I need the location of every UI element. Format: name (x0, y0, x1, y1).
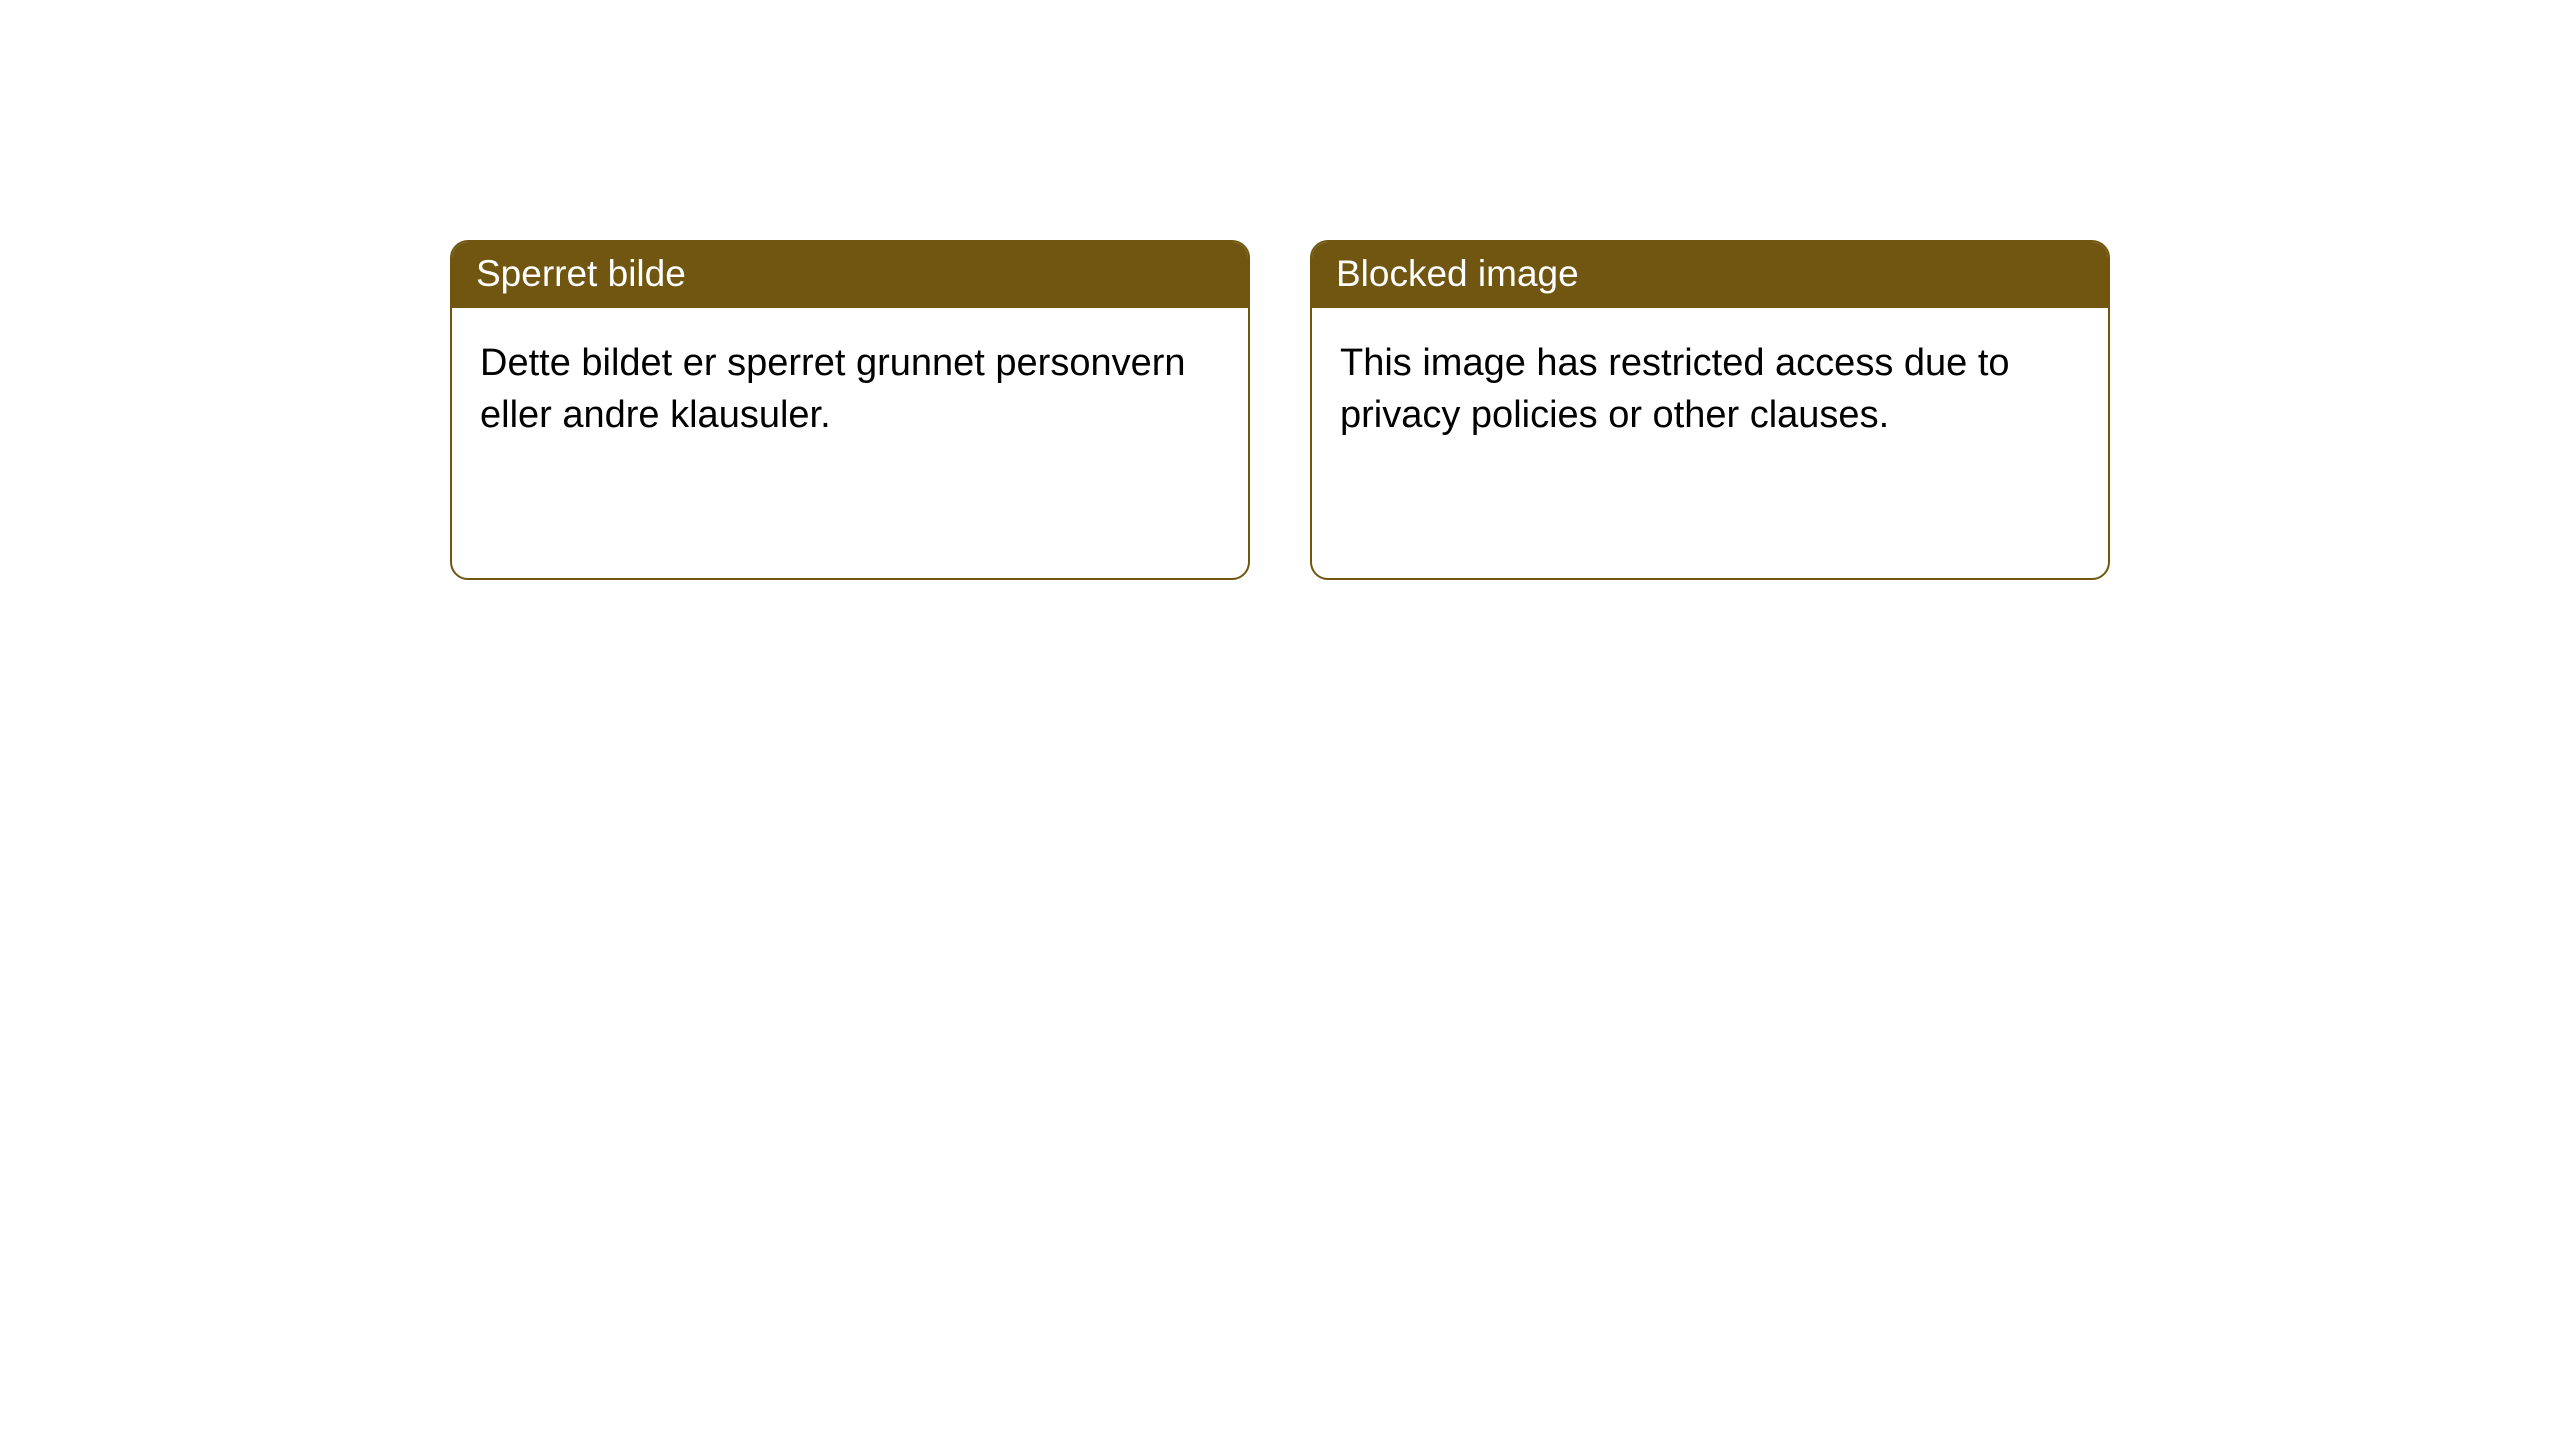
notice-body: Dette bildet er sperret grunnet personve… (452, 308, 1248, 471)
notice-container: Sperret bilde Dette bildet er sperret gr… (0, 0, 2560, 580)
notice-title: Sperret bilde (452, 242, 1248, 308)
notice-card-norwegian: Sperret bilde Dette bildet er sperret gr… (450, 240, 1250, 580)
notice-card-english: Blocked image This image has restricted … (1310, 240, 2110, 580)
notice-body: This image has restricted access due to … (1312, 308, 2108, 471)
notice-title: Blocked image (1312, 242, 2108, 308)
